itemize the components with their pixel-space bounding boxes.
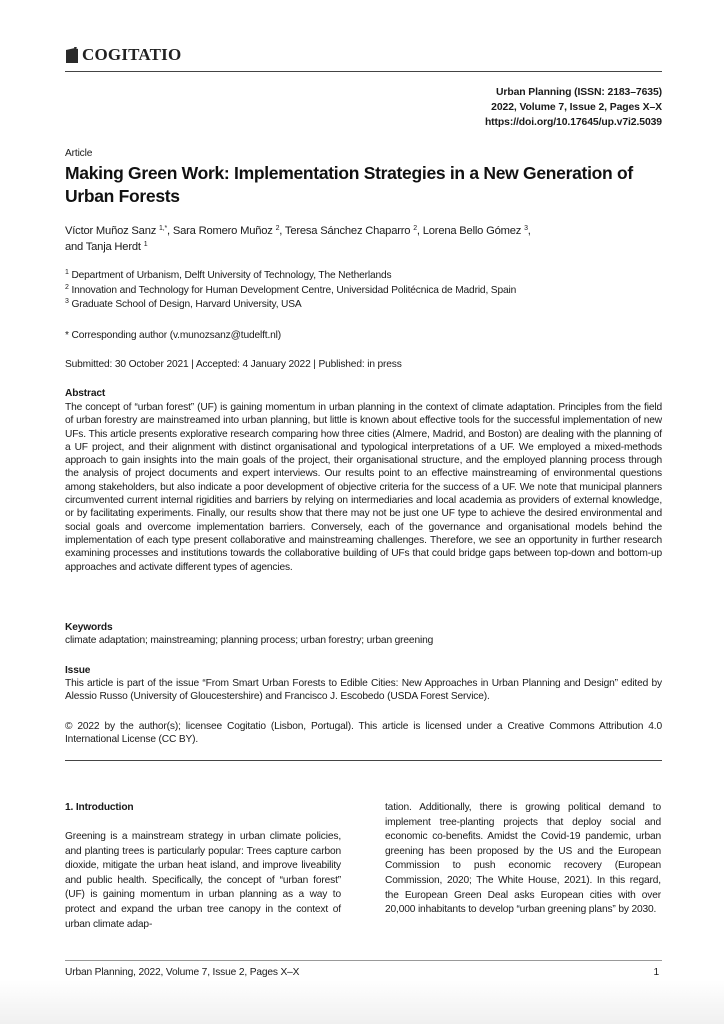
- doi-link[interactable]: https://doi.org/10.17645/up.v7i2.5039: [484, 117, 662, 128]
- journal-meta: Urban Planning (ISSN: 2183–7635) 2022, V…: [485, 85, 662, 130]
- section-heading: 1. Introduction: [65, 802, 134, 813]
- article-title: Making Green Work: Implementation Strate…: [65, 163, 633, 206]
- journal-issn: Urban Planning (ISSN: 2183–7635): [496, 87, 662, 98]
- footer-citation: Urban Planning, 2022, Volume 7, Issue 2,…: [65, 967, 300, 978]
- keywords-text: climate adaptation; mainstreaming; plann…: [65, 635, 434, 646]
- issue-text: This article is part of the issue “From …: [65, 678, 662, 703]
- article-type: Article: [65, 148, 93, 159]
- corresponding-author: * Corresponding author (v.munozsanz@tude…: [65, 330, 282, 341]
- publisher-logo: COGITATIO: [65, 45, 181, 65]
- affiliation: 2 Innovation and Technology for Human De…: [65, 283, 517, 296]
- author: Sara Romero Muñoz 2,: [172, 225, 285, 237]
- book-icon: [66, 46, 78, 63]
- affiliations: 1 Department of Urbanism, Delft Universi…: [65, 269, 516, 313]
- journal-volume: 2022, Volume 7, Issue 2, Pages X–X: [491, 102, 662, 113]
- issue-heading: Issue: [65, 665, 91, 676]
- keywords-heading: Keywords: [65, 622, 113, 633]
- submission-dates: Submitted: 30 October 2021 | Accepted: 4…: [65, 359, 402, 370]
- publisher-name: COGITATIO: [82, 45, 182, 64]
- page-number: 1: [653, 967, 659, 978]
- license-text: © 2022 by the author(s); licensee Cogita…: [65, 721, 662, 746]
- author: and Tanja Herdt 1: [65, 241, 148, 253]
- header-rule: [65, 71, 662, 72]
- section-rule: [65, 760, 662, 761]
- body-column-right: tation. Additionally, there is growing p…: [385, 802, 661, 916]
- affiliation: 3 Graduate School of Design, Harvard Uni…: [65, 298, 302, 310]
- author: Teresa Sánchez Chaparro 2,: [284, 225, 423, 237]
- abstract-heading: Abstract: [65, 388, 106, 399]
- author-list: Víctor Muñoz Sanz 1,*, Sara Romero Muñoz…: [65, 223, 605, 255]
- body-column-left: Greening is a mainstream strategy in urb…: [65, 831, 341, 930]
- abstract-text: The concept of “urban forest” (UF) is ga…: [65, 402, 662, 573]
- author: Lorena Bello Gómez 3,: [422, 225, 531, 237]
- author: Víctor Muñoz Sanz 1,*,: [65, 225, 173, 237]
- footer-rule: [65, 960, 662, 961]
- affiliation: 1 Department of Urbanism, Delft Universi…: [65, 269, 392, 281]
